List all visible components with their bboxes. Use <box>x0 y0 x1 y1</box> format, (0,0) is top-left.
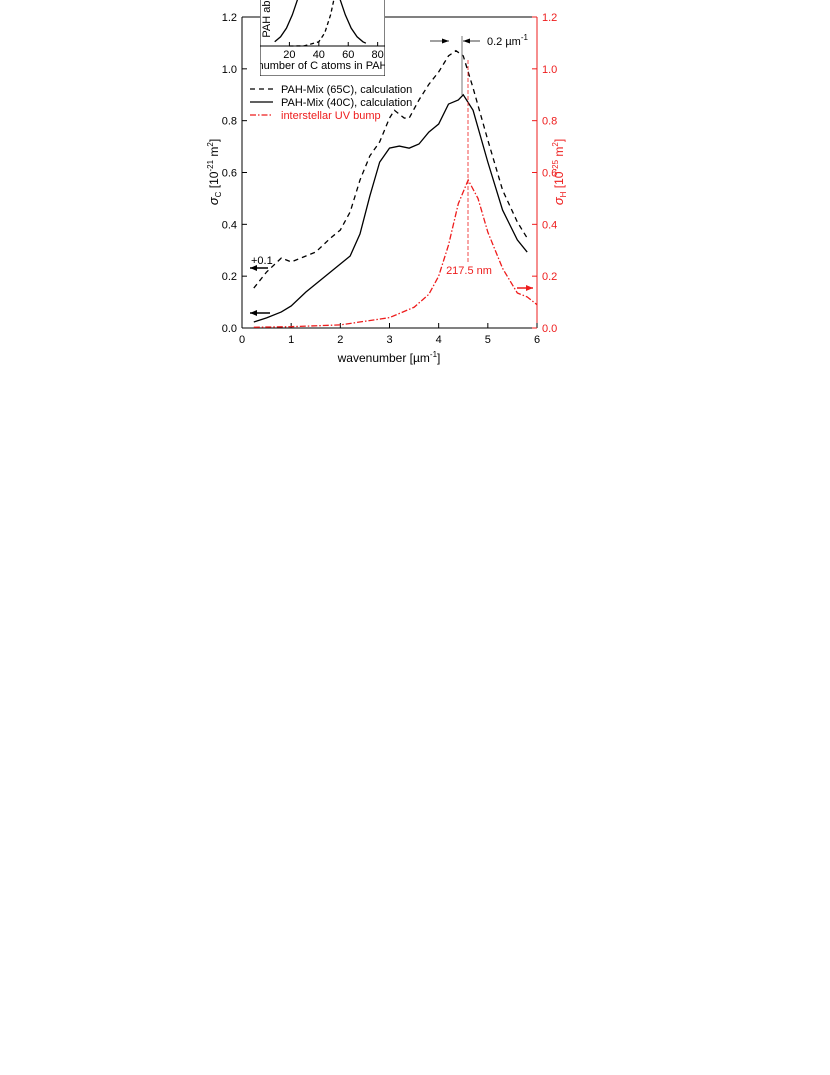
y2-tick-label: 0.0 <box>542 323 557 335</box>
axis-label-exp: -25 <box>551 159 560 171</box>
y2-tick-label: 0.6 <box>542 168 557 180</box>
axis-label: σ <box>206 196 221 205</box>
axis-label-sub: H <box>559 191 568 197</box>
y2-tick-label: 0.2 <box>542 271 557 283</box>
y-tick-label: 0.2 <box>222 271 237 283</box>
y2-label: σH [10-25 m2] <box>551 139 568 205</box>
axis-label-sub: C <box>214 191 223 197</box>
y2-tick-label: 1.0 <box>542 64 557 76</box>
inset-x-tick-label: 60 <box>342 49 354 61</box>
x-tick-label: 4 <box>436 334 442 346</box>
x-tick-label: 6 <box>534 334 540 346</box>
y2-tick-label: 0.8 <box>542 116 557 128</box>
inset-x-label: number of C atoms in PAH <box>257 60 387 72</box>
inset-y-label: PAH abundance <box>261 0 273 38</box>
data-line <box>274 0 367 44</box>
legend-label: PAH-Mix (65C), calculation <box>281 84 412 96</box>
axis-label: m <box>207 147 221 160</box>
axis-label: σ <box>551 196 566 205</box>
axis-label: ] <box>207 139 221 142</box>
legend-label: interstellar UV bump <box>281 110 381 122</box>
annotation-exp: -1 <box>521 33 529 42</box>
x-axis-label: ] <box>437 351 440 365</box>
data-line <box>289 0 335 47</box>
y2-tick-label: 0.4 <box>542 219 557 231</box>
y-tick-label: 1.2 <box>222 12 237 24</box>
x-axis-label: wavenumber [µm-1] <box>337 350 441 365</box>
x-axis-label: wavenumber [µm <box>337 351 430 365</box>
axis-label: [10 <box>552 171 566 191</box>
data-line <box>253 93 528 323</box>
y-tick-label: 1.0 <box>222 64 237 76</box>
axis-label-exp: 2 <box>206 142 215 147</box>
annotation: 0.2 µm-1 <box>487 33 529 48</box>
legend-label: PAH-Mix (40C), calculation <box>281 97 412 109</box>
axis-label-exp: 2 <box>551 142 560 147</box>
annotation: 217.5 nm <box>446 265 492 277</box>
y-tick-label: 0.8 <box>222 116 237 128</box>
axis-label: [10 <box>207 171 221 191</box>
inset-x-tick-label: 20 <box>283 49 295 61</box>
annotation: +0.1 <box>251 255 273 267</box>
x-tick-label: 0 <box>239 334 245 346</box>
main-plot: 0 1 2 3 4 5 60.00.20.40.60.81.01.20.00.20.40.6… <box>206 12 568 365</box>
y-tick-label: 0.4 <box>222 219 237 231</box>
x-tick-label: 1 <box>288 334 294 346</box>
data-line <box>253 178 538 328</box>
axis-label: ] <box>552 139 566 142</box>
x-tick-label: 3 <box>386 334 392 346</box>
x-tick-label: 2 <box>337 334 343 346</box>
inset-x-tick-label: 80 <box>372 49 384 61</box>
axis-label-exp: -21 <box>206 159 215 171</box>
x-tick-label: 5 <box>485 334 491 346</box>
y2-tick-label: 1.2 <box>542 12 557 24</box>
y-tick-label: 0.0 <box>222 323 237 335</box>
axis-label: m <box>552 147 566 160</box>
data-line <box>253 49 528 289</box>
annotation: 0.2 µm <box>487 36 521 48</box>
inset-frame <box>260 0 385 76</box>
x-axis-label-exp: -1 <box>430 350 438 359</box>
y-tick-label: 0.6 <box>222 168 237 180</box>
y-label: σC [10-21 m2] <box>206 139 223 205</box>
inset-x-tick-label: 40 <box>313 49 325 61</box>
